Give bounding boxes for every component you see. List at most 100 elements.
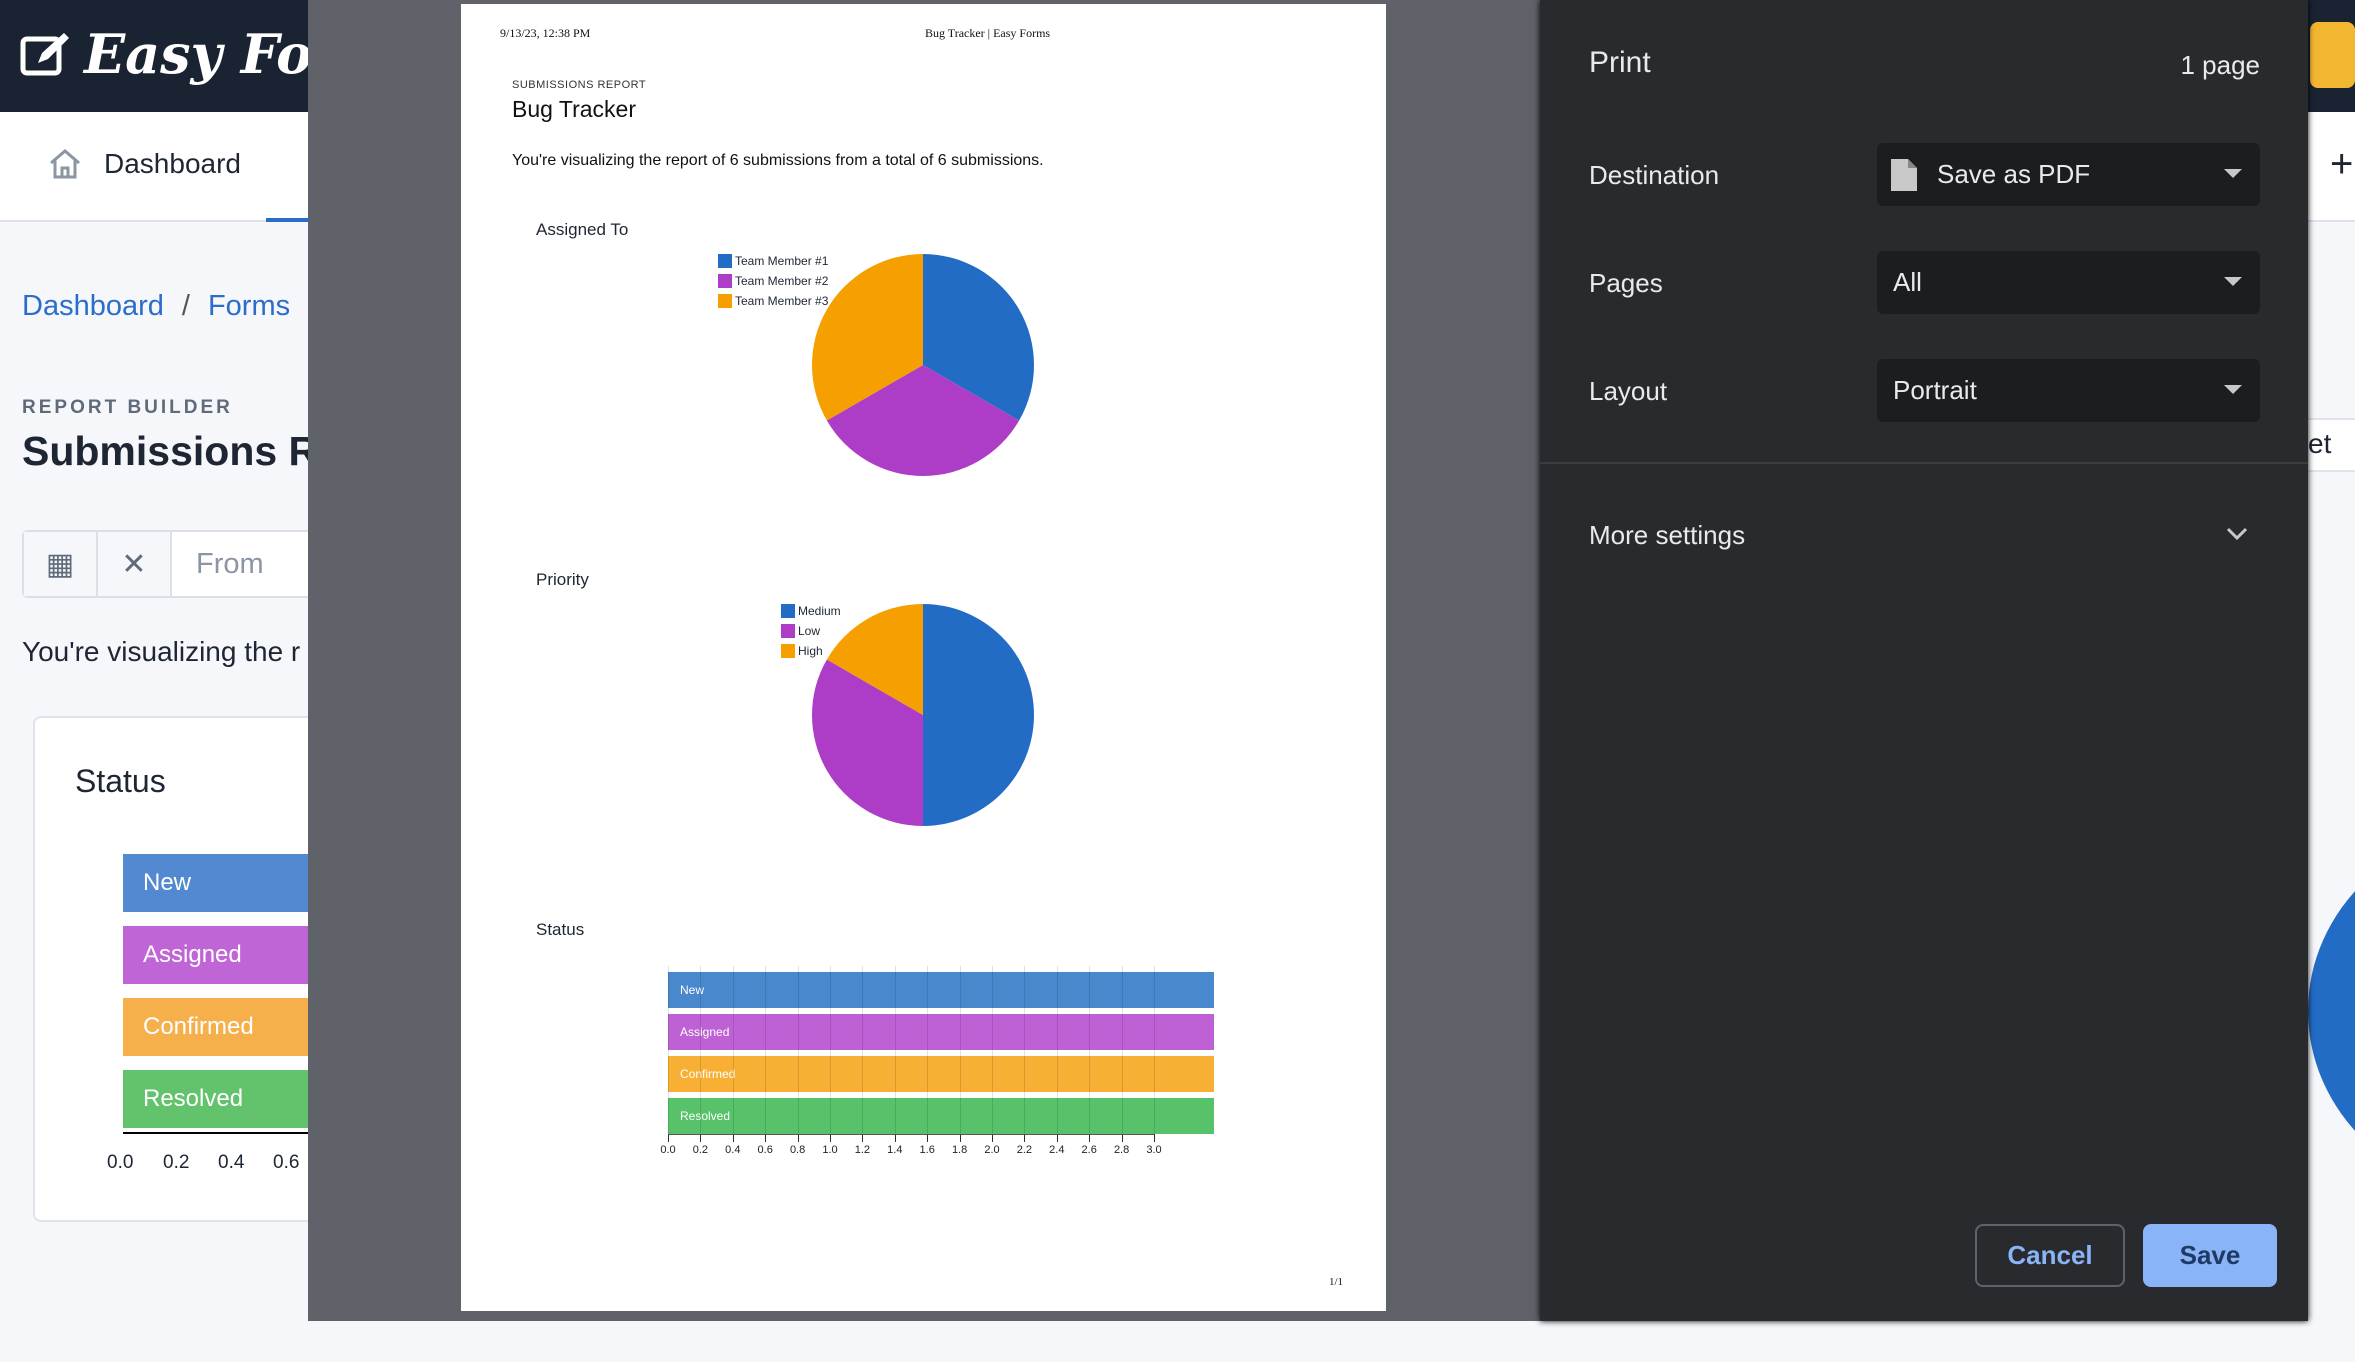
home-icon	[50, 149, 80, 179]
print-preview-area[interactable]: 9/13/23, 12:38 PM Bug Tracker | Easy For…	[308, 0, 1540, 1321]
destination-select[interactable]: Save as PDF	[1877, 143, 2260, 206]
tick-label: 1.4	[887, 1144, 903, 1156]
legend-item: High	[781, 644, 823, 658]
plus-icon[interactable]: +	[2330, 142, 2354, 186]
bar-resolved: Resolved	[668, 1098, 1214, 1134]
tick: 0.6	[273, 1152, 300, 1173]
edit-form-icon	[20, 33, 69, 76]
chart-title: Status	[536, 920, 585, 939]
legend-label: Team Member #3	[735, 294, 829, 308]
tick: 0.2	[163, 1152, 190, 1173]
tick-mark	[668, 1134, 669, 1142]
gridline	[1121, 966, 1123, 1140]
tick-mark	[992, 1134, 993, 1142]
partial-pie	[2308, 825, 2355, 1197]
legend-item: Team Member #2	[718, 274, 828, 288]
section-label: REPORT BUILDER	[22, 397, 233, 418]
card-title: Status	[75, 763, 166, 799]
gridline	[1056, 966, 1058, 1140]
header-title: Bug Tracker | Easy Forms	[925, 26, 1051, 40]
breadcrumb: Dashboard/ Forms/	[22, 290, 316, 322]
tick-mark	[1089, 1134, 1091, 1142]
divider	[1540, 462, 2308, 464]
legend-item: Team Member #1	[718, 254, 828, 268]
tick-mark	[732, 1134, 734, 1142]
chevron-down-icon	[2226, 527, 2248, 541]
pie-slice-medium	[923, 604, 1034, 826]
gridline	[765, 966, 767, 1140]
tick-mark	[1121, 1134, 1123, 1142]
more-settings-toggle[interactable]: More settings	[1540, 500, 2308, 570]
from-input[interactable]: From	[196, 547, 264, 580]
visualizing-text: You're visualizing the r	[22, 636, 301, 667]
legend-item: Team Member #3	[718, 294, 828, 308]
breadcrumb-dashboard[interactable]: Dashboard	[22, 290, 164, 322]
layout-select[interactable]: Portrait	[1877, 359, 2260, 422]
gridline	[927, 966, 929, 1140]
gridline	[1089, 966, 1091, 1140]
pie-slice-low	[811, 659, 923, 826]
tick-mark	[700, 1134, 702, 1142]
tick-label: 0.6	[757, 1144, 773, 1156]
legend-swatch	[781, 644, 795, 658]
chart-title: Priority	[536, 570, 589, 589]
gridline	[992, 966, 993, 1140]
breadcrumb-forms[interactable]: Forms	[207, 290, 291, 322]
tick-label: 2.2	[1016, 1144, 1033, 1156]
tick-mark	[765, 1134, 767, 1142]
report-eyebrow: SUBMISSIONS REPORT	[512, 79, 647, 91]
legend-swatch	[718, 254, 732, 268]
layout-label: Layout	[1589, 376, 1668, 406]
gridline	[732, 966, 734, 1140]
date-range-input: ▦ ✕ From	[22, 530, 342, 598]
tick-mark	[1024, 1134, 1026, 1142]
destination-label: Destination	[1589, 160, 1720, 190]
print-title: Print	[1589, 46, 1651, 79]
pages-select[interactable]: All	[1877, 251, 2260, 314]
assigned-to-pie	[811, 254, 1034, 826]
legend-swatch	[781, 624, 795, 638]
legend-swatch	[781, 604, 795, 618]
pages-label: Pages	[1589, 268, 1663, 298]
tick-label: 3.0	[1146, 1144, 1162, 1156]
gridline	[894, 966, 896, 1140]
bar-new: New	[668, 972, 1214, 1008]
partial-button[interactable]: et	[2308, 418, 2355, 472]
avatar[interactable]	[2310, 22, 2355, 88]
print-settings-panel: Print 1 page Destination Save as PDF Pag…	[1540, 0, 2308, 1321]
x-axis	[668, 1134, 1154, 1135]
tick-mark	[1154, 1134, 1155, 1142]
clear-icon[interactable]: ✕	[98, 532, 172, 596]
nav-dashboard[interactable]: Dashboard	[48, 148, 241, 180]
gridline	[668, 966, 669, 1140]
legend-item: Medium	[781, 604, 841, 618]
calendar-icon[interactable]: ▦	[24, 532, 98, 596]
pie-slice-team-member-2	[826, 365, 1020, 476]
page-number: 1/1	[1329, 1276, 1344, 1288]
tick-label: 0.2	[692, 1144, 709, 1156]
tick-label: 1.6	[919, 1144, 935, 1156]
active-tab-indicator	[266, 218, 308, 222]
tick-mark	[959, 1134, 961, 1142]
tick-label: 1.2	[854, 1144, 871, 1156]
tick-mark	[862, 1134, 864, 1142]
preview-page: 9/13/23, 12:38 PM Bug Tracker | Easy For…	[461, 4, 1386, 1311]
pie-slice-team-member-1	[923, 254, 1034, 421]
gridline	[700, 966, 702, 1140]
bar-confirmed: Confirmed	[668, 1056, 1214, 1092]
legend-swatch	[718, 294, 732, 308]
cancel-button[interactable]: Cancel	[1975, 1224, 2125, 1287]
document-icon	[1891, 159, 1917, 191]
tick-label: 2.8	[1113, 1144, 1130, 1156]
page-count: 1 page	[2180, 50, 2260, 80]
legend-label: Team Member #1	[735, 254, 829, 268]
tick: 0.4	[218, 1152, 245, 1173]
tick-label: 2.4	[1049, 1144, 1065, 1156]
tick-label: 2.6	[1081, 1144, 1097, 1156]
tick-label: 1.0	[822, 1144, 838, 1156]
tick-label: 0.0	[660, 1144, 676, 1156]
tick: 0.0	[107, 1152, 134, 1173]
tick-mark	[927, 1134, 929, 1142]
page-title: Submissions Re	[22, 428, 341, 474]
save-button[interactable]: Save	[2143, 1224, 2277, 1287]
